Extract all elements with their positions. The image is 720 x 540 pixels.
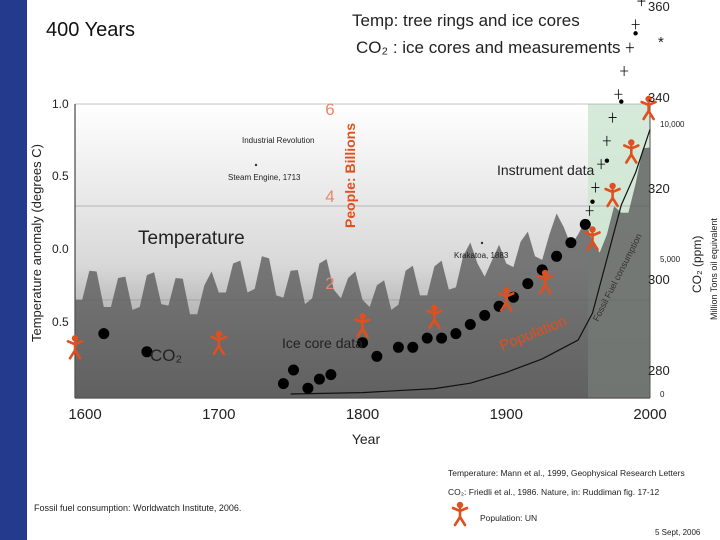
co2-point [288,364,299,376]
ref-population: Population: UN [480,513,538,523]
left-tick: 0.5 [52,315,69,329]
ref-co2: CO₂: Friedli et al., 1986. Nature, in: R… [448,487,660,497]
steam-engine-marker [254,163,258,167]
co2-point [565,237,577,249]
co2-point [325,369,337,381]
x-axis-label: Year [352,431,381,447]
co2-point [371,350,383,362]
annotation-krakatoa: Krakatoa, 1883 [454,251,509,260]
co2-point [633,31,638,36]
asterisk-note: * [658,34,664,51]
co2-tick: 280 [648,363,670,378]
co2-instrument-mark [591,182,600,193]
x-tick-1800: 1800 [346,406,379,423]
x-tick-1600: 1600 [68,406,101,423]
co2-point [407,341,419,353]
co2-instrument-mark [602,135,611,146]
krakatoa-marker [480,241,484,245]
co2-instrument-mark [625,42,634,53]
co2-instrument-mark [597,159,606,170]
co2-point [98,328,110,340]
fossil-tick: 10,000 [660,120,685,129]
co2-point [551,250,563,262]
co2-axis-label: CO₂ (ppm) [690,236,704,293]
co2-instrument-mark [631,19,640,30]
x-tick-1900: 1900 [490,406,523,423]
co2-point [619,99,624,104]
fossil-fuel-series [290,129,651,395]
co2-tick: 360 [648,0,670,14]
annotation-industrial-revolution: Industrial Revolution [242,136,314,145]
co2-point [302,382,314,394]
co2-point [277,378,289,390]
co2-point [421,332,433,344]
population-axis-label: People: Billions [342,123,358,228]
co2-point [604,158,610,163]
co2-point [450,328,462,340]
ref-fossil: Fossil fuel consumption: Worldwatch Inst… [34,503,242,513]
slide-title: 400 Years [46,19,135,41]
fossil-tick: 5,000 [660,255,681,264]
annotation-steam-engine: Steam Engine, 1713 [228,173,301,182]
slide-date: 5 Sept, 2006 [655,528,701,537]
left-tick: 0.5 [52,169,69,183]
co2-point [579,218,591,230]
left-accent-bar [0,0,27,540]
co2-point [436,332,448,344]
x-tick-1700: 1700 [202,406,235,423]
co2-instrument-mark [585,205,594,216]
co2-point [392,341,404,353]
co2-point [141,346,153,358]
co2-point [464,319,476,330]
left-tick: 1.0 [52,97,69,111]
co2-point [522,278,534,290]
co2-series [98,0,646,394]
co2-point [357,337,368,349]
co2-tick: 340 [648,90,670,105]
ref-temperature: Temperature: Mann et al., 1999, Geophysi… [448,468,685,478]
temperature-label: Temperature [138,228,245,249]
left-tick: 0.0 [52,242,69,256]
instrument-data-label: Instrument data [497,162,594,178]
co2-instrument-mark [637,0,646,7]
fossil-axis-label: Million Tons oil equivalent [709,218,719,320]
co2-label: CO₂ [150,346,182,365]
co2-tick: 300 [648,272,670,287]
population-tick: 6 [325,100,334,119]
left-axis-label: Temperature anomaly (degrees C) [29,144,44,342]
population-tick: 4 [325,187,334,206]
co2-source-label: CO₂ : ice cores and measurements [356,38,621,57]
x-tick-2000: 2000 [633,406,666,423]
co2-point [590,199,595,204]
co2-tick: 320 [648,181,670,196]
co2-instrument-mark [614,89,623,100]
fossil-tick: 0 [660,390,665,399]
annotation-ice-core-data: Ice core data [282,335,363,351]
temp-source-label: Temp: tree rings and ice cores [352,11,580,30]
co2-instrument-mark [608,112,617,123]
co2-instrument-mark [620,65,629,76]
co2-point [313,373,325,385]
population-tick: 2 [325,274,334,293]
co2-point [479,309,491,321]
population-person-icon [451,500,469,527]
